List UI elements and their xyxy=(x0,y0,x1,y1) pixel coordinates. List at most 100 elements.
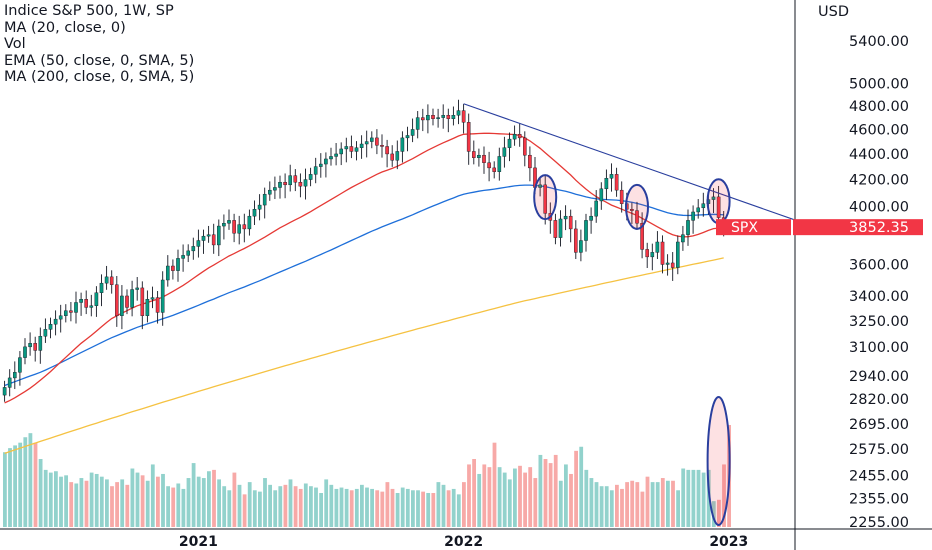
volume-bar xyxy=(64,475,68,527)
candle-body xyxy=(247,215,252,230)
candle-body xyxy=(650,252,655,258)
candle xyxy=(497,147,502,181)
candle xyxy=(201,229,206,254)
volume-bar xyxy=(645,476,650,527)
candle xyxy=(553,213,558,245)
volume-bar xyxy=(181,488,186,527)
candle-body xyxy=(89,305,94,308)
volume-bar xyxy=(156,476,160,527)
candle xyxy=(232,213,236,243)
candle xyxy=(303,168,308,200)
price-tag-label: 3852.35 xyxy=(849,220,909,236)
candle xyxy=(257,194,262,221)
volume-bar xyxy=(278,486,283,527)
candle xyxy=(237,215,242,245)
candle xyxy=(114,275,119,327)
volume-bar xyxy=(625,482,629,527)
ma200-line xyxy=(4,257,724,455)
volume-bar xyxy=(166,486,170,527)
candle-body xyxy=(579,240,583,253)
trendline[interactable] xyxy=(463,103,801,223)
volume-bar xyxy=(115,482,119,527)
volume-bar xyxy=(436,482,441,527)
candle xyxy=(568,209,573,243)
volume-bar xyxy=(232,472,237,527)
candle xyxy=(446,108,451,133)
candle xyxy=(645,242,649,269)
price-tick-label: 2940.00 xyxy=(849,369,909,385)
volume-bar xyxy=(263,478,267,527)
candle xyxy=(609,163,614,192)
volume-bar xyxy=(569,473,573,527)
price-tick-label: 4200.00 xyxy=(849,173,909,189)
candle xyxy=(696,199,700,219)
price-highlight-circle xyxy=(533,174,558,221)
volume-bar xyxy=(467,464,471,527)
volume-bar xyxy=(309,486,313,527)
candle xyxy=(99,274,104,307)
volume-bar xyxy=(135,472,140,527)
candle xyxy=(716,185,721,225)
volume-bar xyxy=(207,471,211,527)
candle xyxy=(84,290,88,315)
candle xyxy=(273,176,277,200)
candle xyxy=(288,164,293,192)
candle xyxy=(354,141,359,161)
candle xyxy=(472,140,476,165)
volume-bar xyxy=(502,472,507,527)
candle xyxy=(298,173,303,198)
volume-bar xyxy=(293,486,298,527)
candle-body xyxy=(268,189,272,195)
candle-body xyxy=(441,115,446,118)
candle-body xyxy=(160,279,165,313)
price-tick-label: 3400.00 xyxy=(849,289,909,305)
candle xyxy=(18,351,22,386)
time-tick-label: 2021 xyxy=(179,534,218,550)
candle-body xyxy=(334,153,338,157)
volume-bar xyxy=(426,493,431,527)
candle xyxy=(563,205,568,231)
candle-body xyxy=(120,295,124,316)
volume-bar xyxy=(120,479,125,527)
volume-bar xyxy=(538,454,543,527)
volume-bar xyxy=(676,490,680,527)
volume-bar xyxy=(620,488,624,527)
candle xyxy=(487,151,491,182)
volume-bar xyxy=(548,463,553,527)
candle-body xyxy=(558,218,563,238)
candle xyxy=(155,291,160,324)
candle xyxy=(630,202,634,224)
volume-bar xyxy=(227,490,232,527)
candle xyxy=(7,369,12,397)
volume-bar xyxy=(319,493,323,527)
volume-bar xyxy=(314,487,318,527)
candle xyxy=(482,146,486,174)
candle-body xyxy=(375,137,379,146)
volume-bar xyxy=(38,459,43,527)
candle-body xyxy=(155,297,160,313)
candle-body xyxy=(186,250,191,256)
volume-bar xyxy=(344,488,349,527)
candle xyxy=(400,131,405,163)
candle xyxy=(456,99,461,125)
symbol-tag-bg xyxy=(716,219,791,236)
candle-body xyxy=(563,215,568,220)
volume-bar xyxy=(482,464,487,527)
candle-body xyxy=(487,162,491,169)
volume-bar xyxy=(635,482,640,527)
candle xyxy=(130,280,134,317)
candle-body xyxy=(410,129,415,136)
volume-bar xyxy=(89,472,94,527)
candle-body xyxy=(12,372,17,379)
volume-bar xyxy=(543,459,548,527)
volume-bar xyxy=(18,442,23,527)
price-tick-label: 2355.00 xyxy=(849,491,909,507)
volume-bar xyxy=(599,486,604,527)
candle-body xyxy=(426,115,430,121)
volume-bar xyxy=(564,464,568,527)
volume-bar xyxy=(380,491,385,527)
candle-body xyxy=(359,143,364,148)
candle xyxy=(125,289,129,315)
volume-bar xyxy=(456,494,461,527)
